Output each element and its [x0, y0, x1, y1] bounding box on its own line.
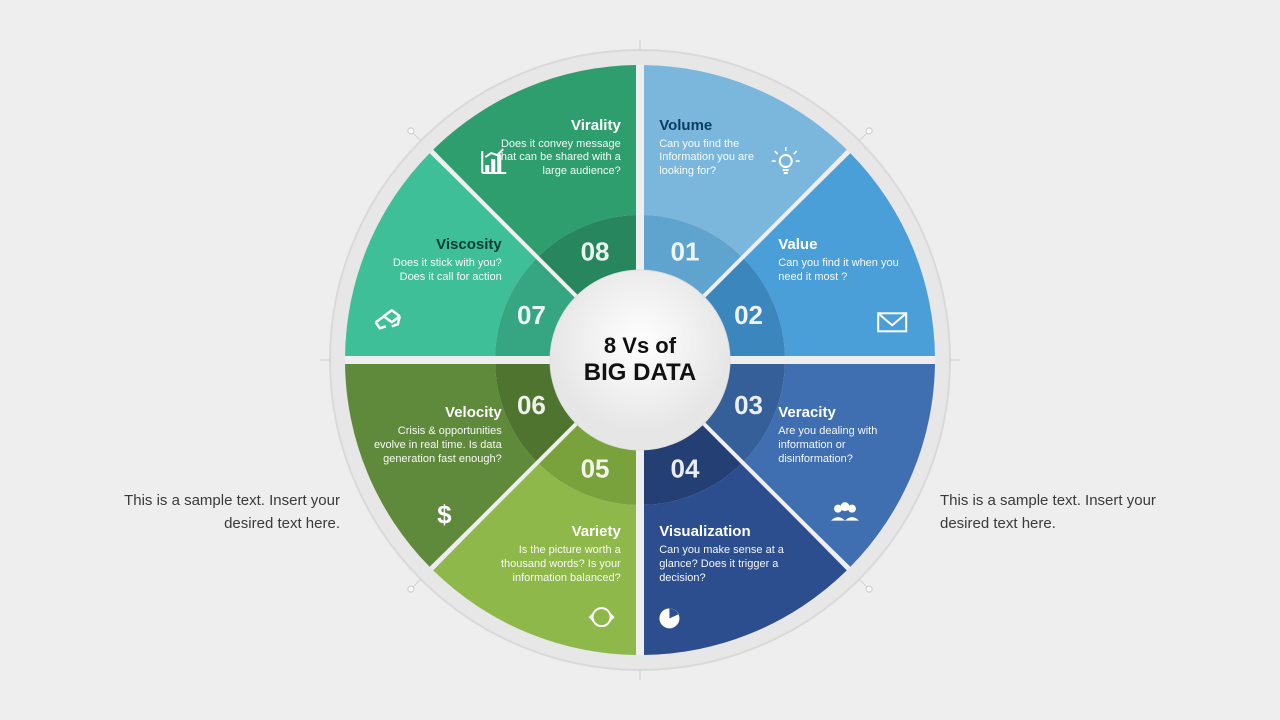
center-title: 8 Vs of BIG DATA — [555, 333, 725, 387]
segment-number: 04 — [671, 454, 700, 484]
segment-number: 07 — [517, 300, 546, 330]
side-text-right: This is a sample text. Insert your desir… — [940, 490, 1160, 535]
svg-text:$: $ — [437, 500, 452, 530]
segment-number: 06 — [517, 390, 546, 420]
segment-number: 08 — [581, 236, 610, 266]
pie-icon — [659, 608, 679, 628]
center-line1: 8 Vs of — [555, 333, 725, 359]
side-text-left: This is a sample text. Insert your desir… — [120, 490, 340, 535]
segment-number: 05 — [581, 454, 610, 484]
segment-number: 03 — [734, 390, 763, 420]
center-line2: BIG DATA — [555, 359, 725, 387]
segment-number: 01 — [671, 236, 700, 266]
segment-number: 02 — [734, 300, 763, 330]
dollar-icon: $ — [437, 500, 452, 530]
